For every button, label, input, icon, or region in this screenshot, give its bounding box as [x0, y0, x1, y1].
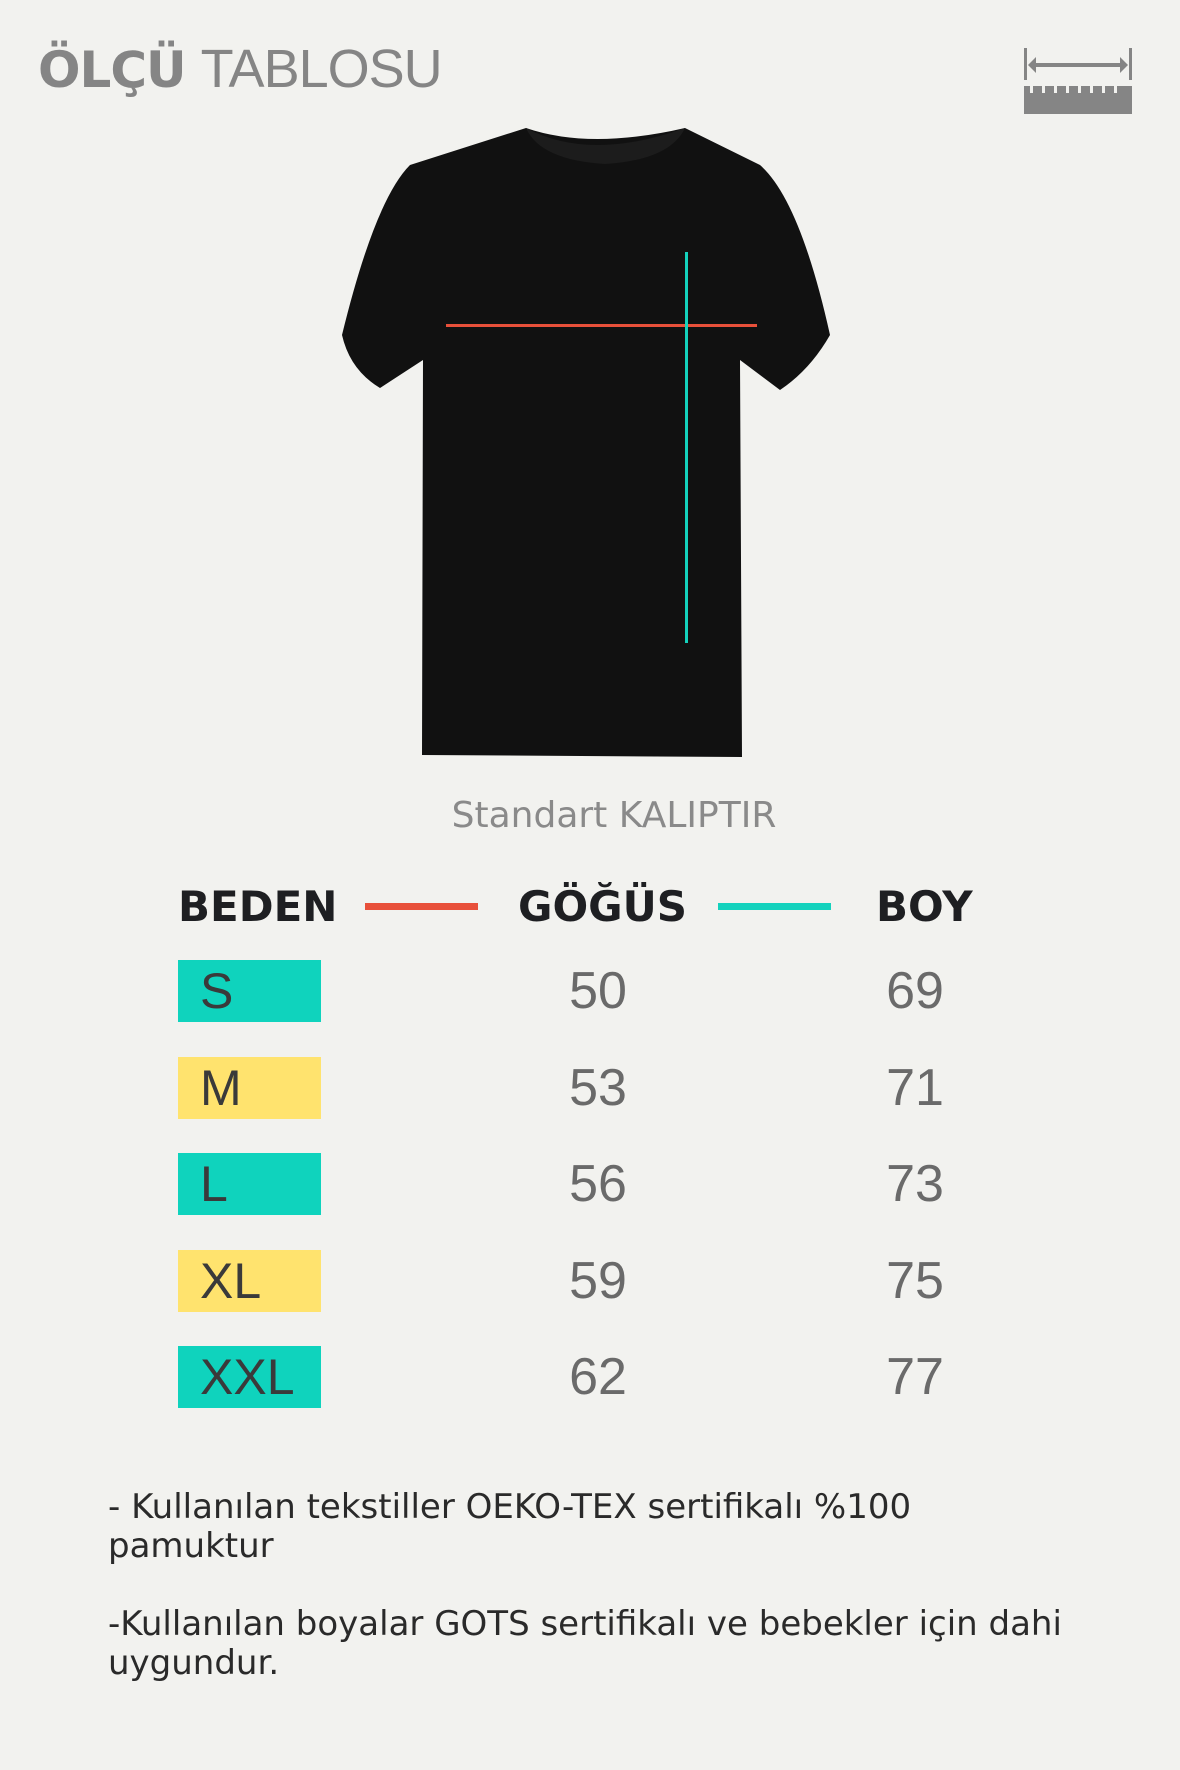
header-chest: GÖĞÜS	[518, 882, 688, 931]
chest-value: 59	[569, 1251, 627, 1310]
chest-measure-line	[446, 324, 757, 327]
title-bold: ÖLÇÜ	[38, 41, 187, 99]
ruler-icon	[1024, 48, 1132, 114]
title-light: TABLOSU	[200, 39, 443, 99]
size-badge: M	[178, 1056, 321, 1119]
chest-value: 50	[569, 962, 627, 1020]
note-oeko-tex: - Kullanılan tekstiller OEKO-TEX sertifi…	[108, 1487, 912, 1566]
length-value: 71	[886, 1058, 944, 1117]
page-title: ÖLÇÜ TABLOSU	[38, 38, 443, 100]
length-value: 75	[886, 1251, 944, 1310]
length-value: 69	[886, 962, 944, 1020]
note-gots: -Kullanılan boyalar GOTS sertifikalı ve …	[108, 1604, 1062, 1683]
chest-value: 62	[569, 1348, 627, 1406]
fit-label: Standart KALIPTIR	[451, 795, 777, 836]
chest-value: 56	[569, 1155, 627, 1213]
chest-value: 53	[569, 1058, 627, 1117]
length-legend-line	[718, 903, 831, 910]
tshirt-image	[342, 128, 830, 757]
size-badge: L	[178, 1153, 321, 1215]
length-value: 77	[886, 1348, 944, 1406]
header-size: BEDEN	[178, 882, 338, 931]
size-badge: S	[178, 960, 321, 1022]
header-length: BOY	[876, 882, 973, 931]
length-value: 73	[886, 1155, 944, 1213]
length-measure-line	[685, 252, 688, 643]
chest-legend-line	[365, 903, 478, 910]
size-badge: XL	[178, 1249, 321, 1312]
size-badge: XXL	[178, 1346, 321, 1408]
